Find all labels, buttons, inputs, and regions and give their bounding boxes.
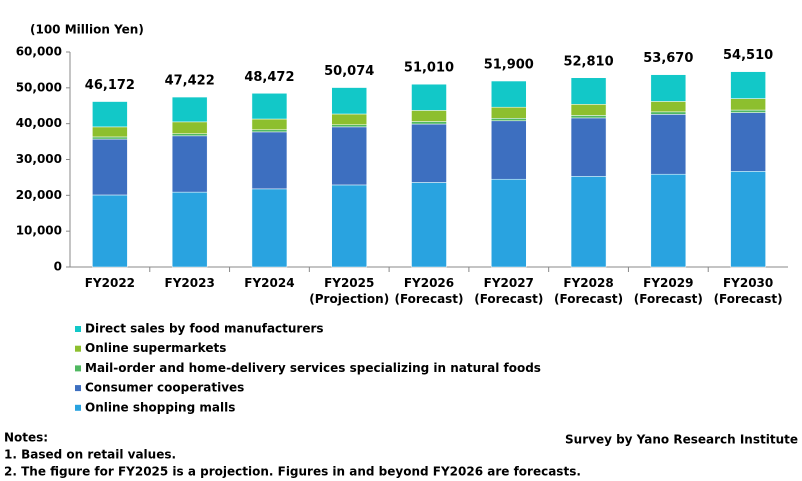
bar-segment — [331, 87, 367, 115]
y-tick-label: 0 — [54, 260, 62, 274]
legend-label: Mail-order and home-delivery services sp… — [85, 361, 541, 375]
total-label: 51,010 — [404, 61, 454, 76]
bar-segment — [570, 176, 607, 268]
bar-segment — [411, 123, 447, 183]
bar-segment — [650, 111, 687, 115]
total-label: 47,422 — [165, 74, 215, 89]
bar-segment — [92, 194, 128, 268]
bar-segment — [251, 131, 288, 190]
bar-segment — [570, 104, 607, 116]
bar-segment — [730, 71, 766, 99]
bar-segment — [331, 126, 367, 186]
bar-segment — [491, 106, 527, 119]
legend-label: Consumer cooperatives — [85, 381, 244, 395]
bar-segment — [730, 109, 766, 113]
y-axis-label: (100 Million Yen) — [30, 23, 144, 37]
bar-segment — [171, 133, 208, 137]
x-tick-label: FY2028 (Forecast) — [554, 276, 623, 306]
x-tick-label: FY2026 (Forecast) — [394, 276, 463, 306]
source: Survey by Yano Research Institute — [565, 433, 798, 447]
bar-segment — [730, 98, 766, 111]
bar-segment — [650, 74, 687, 102]
legend-swatch — [75, 365, 81, 372]
bar-segment — [650, 114, 687, 175]
x-tick-label: FY2027 (Forecast) — [474, 276, 543, 306]
bar-segment — [650, 173, 687, 268]
note: 1. Based on retail values. — [4, 448, 176, 462]
legend-label: Online supermarkets — [85, 341, 226, 355]
total-label: 48,472 — [244, 70, 294, 85]
bar-segment — [171, 135, 208, 193]
bar-segment — [730, 171, 766, 268]
bar-segment — [331, 113, 367, 125]
x-tick-label: FY2029 (Forecast) — [634, 276, 703, 306]
bar-segment — [411, 182, 447, 268]
total-label: 46,172 — [85, 78, 135, 93]
y-tick-label: 20,000 — [16, 188, 62, 202]
bar-segment — [411, 110, 447, 122]
bar-segment — [411, 83, 447, 111]
bar-segment — [92, 138, 128, 196]
bar-segment — [171, 191, 208, 268]
total-label: 51,900 — [484, 58, 534, 73]
bar-segment — [171, 96, 208, 123]
bar-segment — [92, 101, 128, 128]
bar-segment — [251, 188, 288, 268]
bar-segment — [491, 80, 527, 108]
total-label: 53,670 — [643, 51, 693, 66]
bar-segment — [251, 93, 288, 120]
bar-segment — [570, 115, 607, 119]
bar-segment — [730, 112, 766, 172]
note: 2. The figure for FY2025 is a projection… — [4, 465, 581, 479]
legend-swatch — [75, 404, 81, 411]
legend-swatch — [75, 345, 81, 352]
bar-segment — [251, 118, 288, 131]
bar-segment — [92, 136, 128, 140]
legend-label: Direct sales by food manufacturers — [85, 322, 324, 336]
bar-segment — [491, 120, 527, 180]
total-label: 54,510 — [723, 48, 773, 63]
bar-segment — [491, 178, 527, 268]
legend-swatch — [75, 326, 81, 332]
total-label: 50,074 — [324, 64, 374, 79]
bar-segment — [171, 121, 208, 134]
bar-segment — [331, 184, 367, 268]
y-tick-label: 50,000 — [16, 80, 62, 94]
total-label: 52,810 — [563, 54, 613, 69]
bar-segment — [251, 129, 288, 133]
bar-segment — [92, 126, 128, 138]
bar-segment — [491, 118, 527, 122]
bar-segment — [331, 124, 367, 128]
y-tick-label: 40,000 — [16, 116, 62, 130]
x-tick-label: FY2023 — [165, 276, 215, 290]
bar-segment — [411, 121, 447, 125]
legend-label: Online shopping malls — [85, 400, 235, 414]
x-tick-label: FY2022 — [85, 276, 135, 290]
notes-title: Notes: — [4, 431, 48, 445]
bar-segment — [570, 77, 607, 105]
x-tick-label: FY2025 (Projection) — [309, 276, 389, 306]
x-tick-label: FY2030 (Forecast) — [714, 276, 783, 306]
legend-swatch — [75, 385, 81, 392]
x-tick-label: FY2024 — [244, 276, 294, 290]
bar-segment — [650, 101, 687, 113]
bar-segment — [570, 117, 607, 177]
y-tick-label: 30,000 — [16, 152, 62, 166]
y-tick-label: 60,000 — [16, 45, 62, 59]
y-tick-label: 10,000 — [16, 224, 62, 238]
